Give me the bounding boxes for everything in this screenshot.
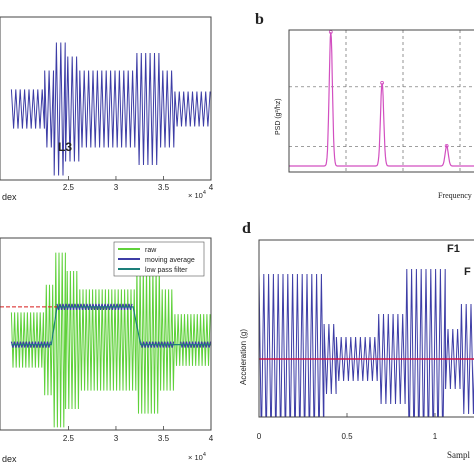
- panel-c-xtick-label-2: 3.5: [158, 434, 170, 443]
- panel-b-psd-curve: [289, 31, 474, 167]
- panel-d: d 0 0.5 1 Acceleration (g) F1 F Sampl: [239, 220, 474, 460]
- panel-a-annotation-l3: L3: [58, 140, 72, 154]
- panel-a-x-exponent: × 104: [188, 190, 206, 200]
- panel-b-peak-marker-1: [380, 81, 385, 85]
- panel-d-ylabel: Acceleration (g): [239, 329, 248, 385]
- panel-d-xtick-label-2: 1: [433, 432, 438, 441]
- panel-c-moving-average-2: [140, 341, 175, 348]
- panel-a-xtick-label-1: 3: [114, 183, 119, 192]
- panel-b-xlabel: Frequency: [438, 191, 472, 200]
- panel-a: 2.5 3 3.5 4 L3 dex × 104: [0, 16, 214, 202]
- panel-a-xlabel: dex: [2, 192, 17, 202]
- panel-d-annotation-f1: F1: [447, 243, 460, 255]
- panel-a-signal: [10, 42, 211, 176]
- panel-c-moving-average-0: [10, 341, 51, 348]
- panel-b-peak-marker-2: [444, 143, 449, 148]
- panel-c-moving-average-3: [180, 341, 212, 348]
- legend-label-low-pass-filter: low pass filter: [145, 267, 188, 274]
- panel-c: 2.5 3 3.5 4 raw moving average low pass fil…: [0, 237, 214, 464]
- panel-b: b PSD (g²/hz) Frequency: [255, 11, 474, 200]
- panel-c-xtick-label-3: 4: [209, 434, 214, 443]
- panel-d-xlabel: Sampl: [447, 450, 471, 460]
- panel-c-frame: [0, 237, 212, 431]
- panel-c-legend: raw moving average low pass filter: [113, 241, 205, 277]
- legend-label-raw: raw: [145, 247, 157, 254]
- panel-a-xtick-label-0: 2.5: [63, 183, 75, 192]
- panel-d-annotation-f: F: [464, 266, 471, 278]
- panel-c-moving-average-1: [56, 303, 133, 311]
- panel-c-raw-signal: [10, 252, 211, 428]
- panel-a-frame: [0, 16, 212, 181]
- panel-c-xtick-label-0: 2.5: [63, 434, 75, 443]
- panel-c-x-exponent: × 104: [188, 452, 206, 462]
- panel-c-xlabel: dex: [2, 454, 17, 464]
- panel-b-label: b: [255, 11, 264, 28]
- panel-d-frame: [258, 239, 474, 418]
- panel-b-frame: [288, 29, 474, 173]
- panel-b-ylabel: PSD (g²/hz): [275, 98, 282, 135]
- legend-label-moving-average: moving average: [145, 257, 195, 264]
- panel-d-label: d: [242, 220, 251, 237]
- panel-d-xtick-label-0: 0: [257, 432, 262, 441]
- panel-c-low-pass-filter: [11, 306, 211, 346]
- panel-a-xtick-label-3: 4: [209, 183, 214, 192]
- panel-d-xtick-label-1: 0.5: [341, 432, 353, 441]
- panel-a-xtick-label-2: 3.5: [158, 183, 170, 192]
- panel-c-xtick-label-1: 3: [114, 434, 119, 443]
